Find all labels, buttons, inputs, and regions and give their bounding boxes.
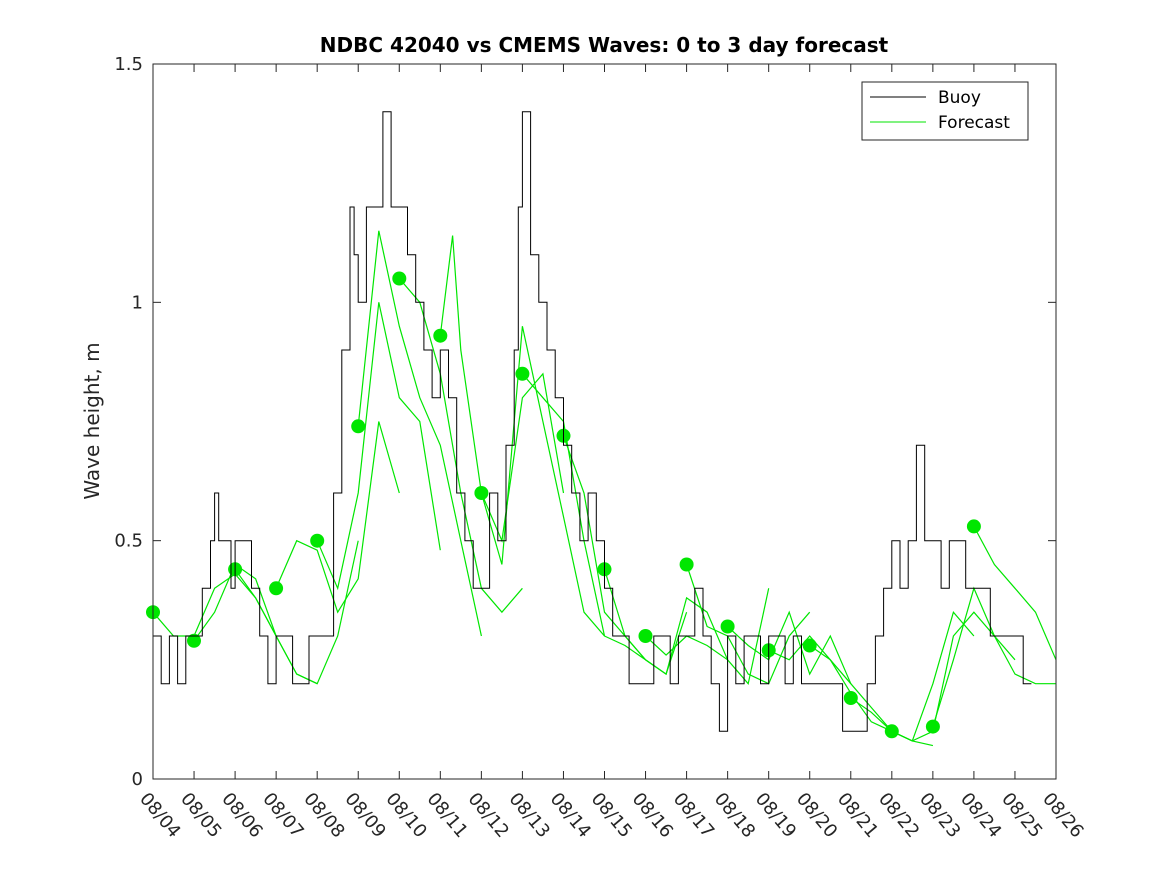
x-tick-label-11: 08/15 (587, 789, 636, 842)
x-tick-label-3: 08/07 (258, 789, 307, 842)
forecast-line-14 (727, 610, 852, 684)
legend-box (861, 81, 1029, 141)
x-tick-label-22: 08/26 (1038, 789, 1087, 842)
x-tick-label-21: 08/25 (997, 789, 1046, 842)
forecast-line-13 (686, 564, 811, 685)
forecast-line-3 (275, 421, 400, 614)
forecast-start-point-4 (310, 533, 325, 548)
forecast-line-12 (645, 588, 770, 686)
forecast-start-point-16 (802, 638, 817, 653)
x-tick-label-16: 08/20 (792, 789, 841, 842)
x-tick-label-12: 08/16 (628, 789, 677, 842)
x-tick-label-6: 08/10 (381, 789, 430, 842)
x-tick-label-1: 08/05 (176, 789, 225, 842)
forecast-start-point-9 (515, 366, 530, 381)
buoy-line (153, 111, 1032, 732)
forecast-line-7 (439, 235, 565, 543)
x-tick-label-9: 08/13 (505, 789, 554, 842)
chart-title: NDBC 42040 vs CMEMS Waves: 0 to 3 day fo… (320, 33, 889, 57)
forecast-start-point-12 (638, 629, 653, 643)
y-tick-label-3: 1.5 (114, 54, 143, 75)
forecast-line-5 (357, 230, 482, 637)
forecast-start-point-3 (269, 581, 284, 596)
x-tick-label-14: 08/18 (710, 789, 759, 842)
x-tick-label-4: 08/08 (299, 789, 348, 842)
legend-forecast-label: Forecast (938, 113, 1010, 133)
forecast-start-point-6 (392, 271, 407, 286)
x-tick-label-18: 08/22 (874, 789, 923, 842)
forecast-line-8 (480, 326, 605, 637)
x-tick-label-2: 08/06 (217, 789, 266, 842)
x-tick-label-17: 08/21 (833, 789, 882, 842)
x-tick-label-20: 08/24 (956, 789, 1005, 842)
forecast-start-point-20 (966, 519, 981, 534)
y-tick-label-0: 0 (132, 769, 143, 790)
plot-area (153, 64, 1056, 779)
x-tick-label-19: 08/23 (915, 789, 964, 842)
forecast-start-point-8 (474, 486, 489, 500)
legend: Buoy Forecast (861, 81, 1029, 141)
forecast-start-point-14 (720, 619, 735, 634)
y-axis-label: Wave height, m (80, 342, 104, 499)
legend-buoy-label: Buoy (938, 88, 981, 108)
y-tick-label-2: 1 (132, 292, 143, 313)
forecast-start-point-1 (187, 633, 201, 648)
forecast-start-point-19 (925, 719, 940, 734)
x-tick-label-8: 08/12 (464, 789, 513, 842)
forecast-line-2 (234, 540, 359, 685)
x-tick-label-5: 08/09 (340, 789, 389, 842)
forecast-line-20 (973, 526, 1057, 661)
forecast-start-point-13 (679, 557, 694, 572)
forecast-line-4 (316, 302, 441, 591)
x-tick-label-0: 08/04 (135, 789, 184, 842)
x-tick-label-15: 08/19 (751, 789, 800, 842)
x-tick-label-7: 08/11 (422, 789, 471, 842)
forecast-start-point-17 (843, 691, 858, 705)
plot-background (153, 64, 1056, 779)
forecast-start-point-7 (433, 328, 448, 343)
forecast-start-point-5 (351, 419, 366, 434)
x-tick-label-13: 08/17 (669, 789, 718, 842)
buoy-series-group (153, 111, 1032, 732)
y-tick-label-1: 0.5 (114, 531, 143, 552)
forecast-start-point-18 (884, 724, 899, 739)
x-tick-label-10: 08/14 (546, 789, 595, 842)
